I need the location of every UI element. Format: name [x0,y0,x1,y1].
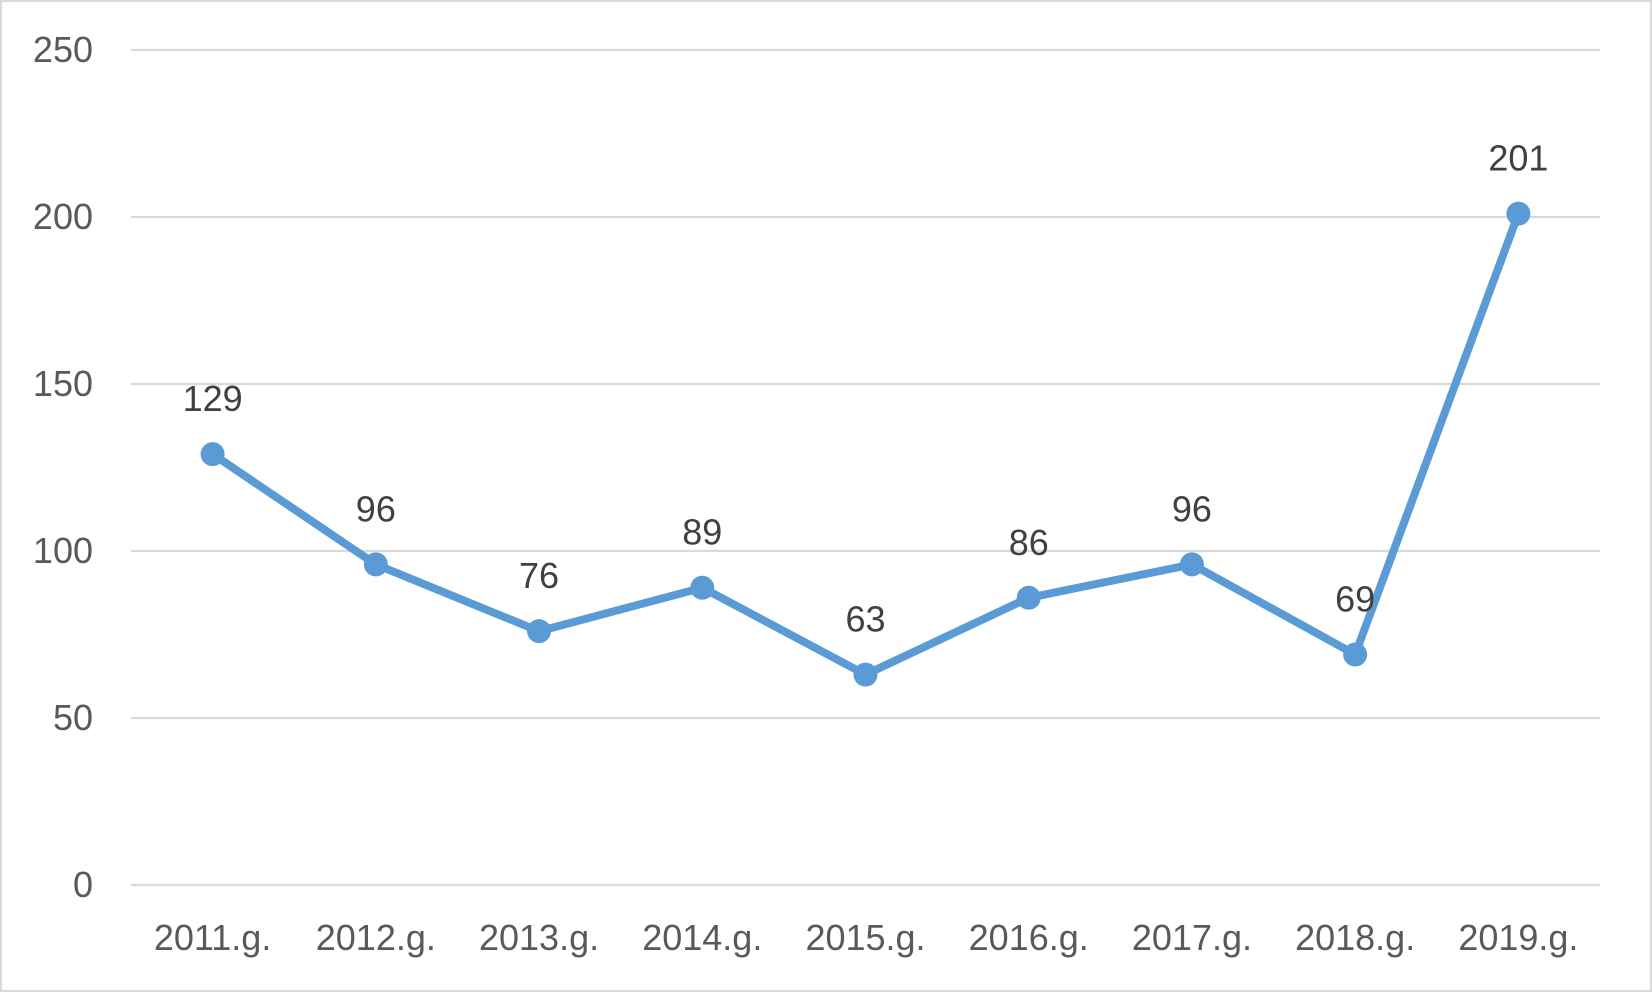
series-group [200,201,1531,687]
data-label: 129 [183,378,243,419]
data-point-marker [363,552,388,577]
x-tick-label: 2016.g. [969,917,1089,958]
data-point-marker [1343,642,1368,667]
y-tick-label: 50 [53,697,93,738]
data-label: 76 [519,555,559,596]
y-tick-label: 0 [73,864,93,905]
x-tick-label: 2018.g. [1295,917,1415,958]
y-tick-label: 100 [33,530,93,571]
data-label: 96 [356,488,396,529]
data-point-marker [527,619,552,644]
data-label: 96 [1172,488,1212,529]
data-label: 86 [1009,522,1049,563]
x-tick-label: 2014.g. [642,917,762,958]
data-point-marker [200,442,225,467]
data-label: 63 [845,599,885,640]
data-label: 89 [682,512,722,553]
data-point-marker [1506,201,1531,226]
x-tick-label: 2011.g. [154,917,271,958]
data-point-marker [853,662,878,687]
data-point-marker [1016,585,1041,610]
gridlines [131,48,1600,887]
y-axis-tick-labels: 0 50 100 150 200 250 [33,29,93,905]
x-tick-label: 2012.g. [316,917,436,958]
x-tick-label: 2017.g. [1132,917,1252,958]
data-labels: 129 96 76 89 63 86 96 69 201 [183,138,1549,640]
x-tick-label: 2013.g. [479,917,599,958]
data-point-marker [690,575,715,600]
x-axis-tick-labels: 2011.g. 2012.g. 2013.g. 2014.g. 2015.g. 2016.… [154,917,1579,958]
data-point-marker [1179,552,1204,577]
x-tick-label: 2019.g. [1458,917,1578,958]
y-tick-label: 250 [33,29,93,70]
y-tick-label: 200 [33,196,93,237]
data-label: 69 [1335,579,1375,620]
data-label: 201 [1488,138,1548,179]
x-tick-label: 2015.g. [805,917,925,958]
y-tick-label: 150 [33,363,93,404]
